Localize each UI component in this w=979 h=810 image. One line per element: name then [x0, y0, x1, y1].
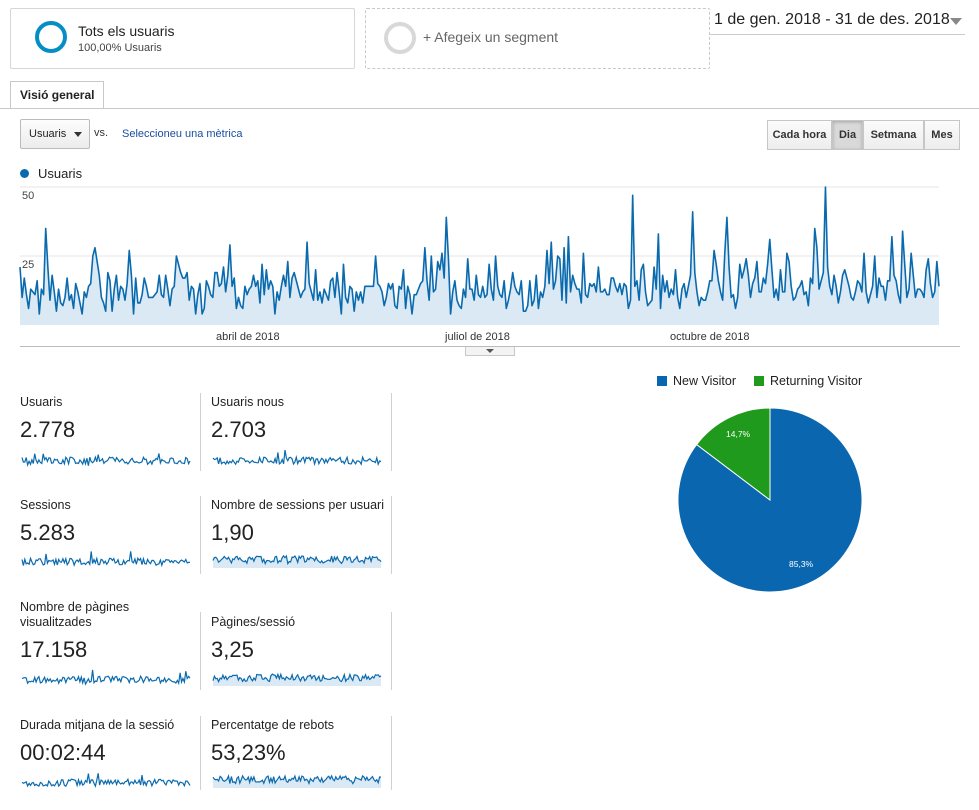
- scorecard-label: Nombre de pàgines visualitzades: [20, 600, 130, 629]
- scorecard-sparkline: [212, 449, 382, 467]
- users-line-chart[interactable]: [0, 180, 979, 330]
- scorecard-sparkline: [21, 669, 191, 686]
- granularity-week-button[interactable]: Setmana: [863, 120, 924, 150]
- scorecard-pageviews[interactable]: Nombre de pàgines visualitzades 17.158: [20, 600, 200, 692]
- vs-label: vs.: [94, 127, 109, 139]
- scorecard-sparkline: [21, 773, 191, 788]
- chevron-down-icon[interactable]: [950, 18, 962, 25]
- scorecard-bounce-rate[interactable]: Percentatge de rebots 53,23%: [211, 718, 391, 810]
- scorecard-value: 00:02:44: [20, 740, 106, 765]
- scorecard-label: Nombre de sessions per usuari: [211, 498, 384, 512]
- series-line-usuaris: [19, 186, 940, 315]
- scorecard-sparkline: [212, 773, 382, 788]
- tab-divider: [0, 108, 979, 109]
- legend-returning-visitor-swatch: [754, 376, 764, 386]
- scorecard-divider: [200, 716, 201, 790]
- date-range-underline: [710, 34, 965, 35]
- scorecard-label: Usuaris: [20, 395, 63, 409]
- chart-baseline: [20, 346, 960, 347]
- scorecard-sessions[interactable]: Sessions 5.283: [20, 498, 200, 590]
- scorecard-value: 5.283: [20, 520, 76, 545]
- segment-placeholder-icon: [384, 22, 416, 54]
- x-tick-label: octubre de 2018: [670, 331, 750, 343]
- scorecard-label: Pàgines/sessió: [211, 615, 296, 629]
- scorecard-label: Percentatge de rebots: [211, 718, 334, 732]
- scorecard-value: 2.703: [211, 417, 267, 442]
- scorecard-label: Durada mitjana de la sessió: [20, 718, 175, 732]
- add-segment-button[interactable]: + Afegeix un segment: [365, 8, 710, 69]
- segment-title: Tots els usuaris: [78, 23, 175, 39]
- scorecard-divider: [391, 496, 392, 574]
- sparkline-line: [21, 551, 191, 568]
- scorecard-sessions-per-user[interactable]: Nombre de sessions per usuari 1,90: [211, 498, 391, 590]
- scorecard-new-users[interactable]: Usuaris nous 2.703: [211, 395, 391, 487]
- segment-ring-icon: [35, 21, 67, 53]
- scorecard-label: Usuaris nous: [211, 395, 284, 409]
- legend-returning-visitor-label: Returning Visitor: [770, 374, 863, 388]
- scorecard-divider: [200, 496, 201, 574]
- visitor-type-pie-chart[interactable]: [670, 400, 870, 600]
- scorecard-sparkline: [212, 672, 382, 686]
- series-legend-dot: [20, 169, 29, 178]
- segment-all-users[interactable]: Tots els usuaris 100,00% Usuaris: [10, 8, 355, 69]
- metric-dropdown-label: Usuaris: [29, 128, 67, 140]
- y-tick-label: 50: [22, 190, 35, 202]
- legend-new-visitor-swatch: [657, 376, 667, 386]
- scorecard-pages-per-session[interactable]: Pàgines/sessió 3,25: [211, 615, 391, 707]
- sparkline-line: [21, 453, 191, 467]
- date-range-picker[interactable]: 1 de gen. 2018 - 31 de des. 2018: [714, 11, 950, 28]
- sparkline-line: [21, 669, 191, 686]
- sparkline-area: [213, 674, 381, 686]
- scorecard-divider: [391, 393, 392, 471]
- scorecard-value: 3,25: [211, 637, 254, 662]
- legend-new-visitor-label: New Visitor: [673, 374, 736, 388]
- add-segment-label: + Afegeix un segment: [423, 29, 559, 45]
- granularity-hourly-button[interactable]: Cada hora: [767, 120, 832, 150]
- chart-expand-handle[interactable]: [465, 347, 515, 356]
- scorecard-divider: [391, 612, 392, 690]
- sparkline-line: [212, 449, 382, 467]
- scorecard-users[interactable]: Usuaris 2.778: [20, 395, 200, 487]
- chevron-down-icon: [74, 132, 82, 137]
- pie-slice-label-returning: 14,7%: [726, 429, 751, 439]
- granularity-day-button[interactable]: Dia: [832, 120, 863, 150]
- series-legend-label: Usuaris: [38, 166, 83, 181]
- sparkline-line: [21, 773, 191, 788]
- x-tick-label: juliol de 2018: [445, 331, 510, 343]
- scorecard-value: 1,90: [211, 520, 254, 545]
- scorecard-value: 53,23%: [211, 740, 286, 765]
- metric-dropdown[interactable]: Usuaris: [20, 119, 90, 149]
- scorecard-sparkline: [21, 551, 191, 568]
- series-area: [20, 187, 939, 325]
- scorecard-divider: [200, 393, 201, 471]
- x-tick-label: abril de 2018: [216, 331, 280, 343]
- scorecard-divider: [391, 716, 392, 790]
- pie-slice-returning-visitor[interactable]: [695, 407, 771, 502]
- scorecard-value: 17.158: [20, 637, 88, 662]
- tab-overview[interactable]: Visió general: [10, 81, 105, 109]
- scorecard-sparkline: [212, 554, 382, 568]
- y-tick-label: 25: [22, 259, 35, 271]
- segment-subtitle: 100,00% Usuaris: [78, 42, 162, 54]
- granularity-month-button[interactable]: Mes: [924, 120, 960, 150]
- scorecard-avg-session-duration[interactable]: Durada mitjana de la sessió 00:02:44: [20, 718, 200, 810]
- scorecard-label: Sessions: [20, 498, 71, 512]
- sparkline-line: [212, 554, 382, 566]
- pie-slice-label-new: 85,3%: [789, 559, 814, 569]
- sparkline-line: [212, 672, 382, 684]
- scorecard-divider: [200, 612, 201, 690]
- scorecard-value: 2.778: [20, 417, 76, 442]
- sparkline-line: [212, 773, 382, 786]
- select-metric-link[interactable]: Seleccioneu una mètrica: [122, 128, 243, 140]
- chevron-down-icon: [486, 349, 494, 353]
- scorecard-sparkline: [21, 453, 191, 467]
